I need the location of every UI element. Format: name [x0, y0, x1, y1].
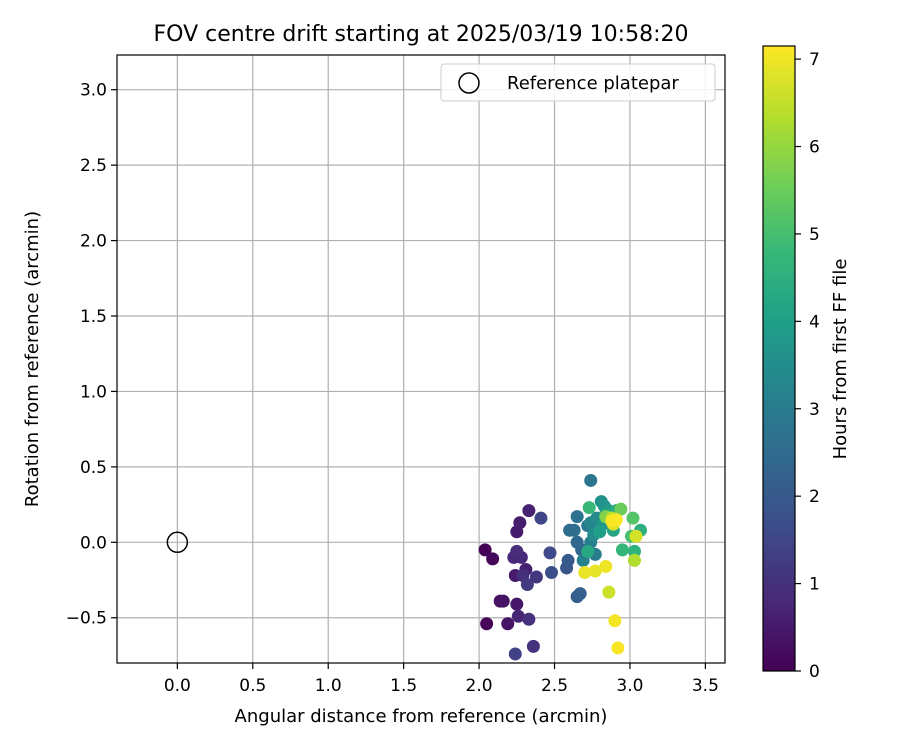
data-point	[496, 594, 510, 608]
data-point	[570, 510, 584, 524]
plot-area	[116, 54, 726, 664]
colorbar-gradient	[762, 45, 796, 672]
data-point	[614, 502, 628, 516]
colorbar-tick-label: 3	[809, 400, 820, 420]
data-point	[543, 546, 557, 560]
x-tick-label: 3.0	[616, 676, 643, 696]
data-point	[570, 535, 584, 549]
x-tick-label: 0.5	[239, 676, 266, 696]
colorbar-tick-label: 0	[809, 662, 820, 682]
x-tick-label: 2.5	[541, 676, 568, 696]
legend-box	[440, 63, 716, 102]
data-point	[480, 617, 494, 631]
data-point	[522, 504, 536, 518]
data-point	[627, 544, 641, 558]
data-point	[545, 565, 559, 579]
y-tick-label: −0.5	[66, 609, 107, 629]
data-point	[522, 612, 536, 626]
data-point	[567, 523, 581, 537]
x-axis-label: Angular distance from reference (arcmin)	[235, 706, 608, 727]
data-point	[626, 511, 640, 525]
y-axis-label: Rotation from reference (arcmin)	[22, 211, 43, 507]
data-point	[510, 597, 524, 611]
data-point	[573, 587, 587, 601]
x-tick-label: 3.5	[692, 676, 719, 696]
data-point	[593, 525, 607, 539]
data-point	[534, 511, 548, 525]
data-point	[529, 570, 543, 584]
data-point	[511, 609, 525, 623]
colorbar-tick-label: 4	[809, 312, 820, 332]
colorbar-tick-label: 5	[809, 225, 820, 245]
legend: Reference platepar	[440, 63, 716, 102]
colorbar-ticks: 0 1 2 3 4 5 6 7	[795, 50, 820, 682]
data-point	[615, 543, 629, 557]
legend-entry-reference: Reference platepar	[507, 73, 679, 94]
y-tick-label: 2.0	[80, 232, 107, 252]
reference-platepar-marker	[166, 531, 189, 554]
y-tick-label: 2.5	[80, 156, 107, 176]
data-point	[510, 544, 524, 558]
data-point	[513, 516, 527, 530]
data-point	[508, 647, 522, 661]
y-tick-label: 0.0	[80, 533, 107, 553]
x-tick-label: 1.5	[390, 676, 417, 696]
colorbar-tick-label: 1	[809, 575, 820, 595]
colorbar-label: Hours from first FF file	[830, 259, 851, 460]
y-tick-label: 3.0	[80, 81, 107, 101]
data-point	[486, 552, 500, 566]
colorbar-tick-label: 7	[809, 50, 820, 70]
y-axis-ticks: −0.5 0.0 0.5 1.0 1.5 2.0 2.5 3.0	[66, 81, 117, 629]
data-point	[520, 578, 534, 592]
data-point	[501, 617, 515, 631]
data-point	[609, 513, 623, 527]
x-tick-label: 0.0	[164, 676, 191, 696]
data-point	[629, 529, 643, 543]
data-point	[611, 641, 625, 655]
data-point	[561, 553, 575, 567]
data-point	[582, 501, 596, 515]
colorbar-tick-label: 6	[809, 138, 820, 158]
chart-title: FOV centre drift starting at 2025/03/19 …	[154, 22, 689, 47]
data-points	[478, 473, 648, 661]
x-tick-label: 1.0	[315, 676, 342, 696]
colorbar: 0 1 2 3 4 5 6 7 Hours from first FF file	[762, 45, 851, 682]
data-point	[581, 544, 595, 558]
data-point	[584, 473, 598, 487]
data-point	[602, 585, 616, 599]
data-point	[478, 543, 492, 557]
y-tick-label: 1.0	[80, 382, 107, 402]
y-tick-label: 1.5	[80, 307, 107, 327]
plot-frame	[116, 54, 726, 664]
data-point	[578, 565, 592, 579]
data-point	[526, 639, 540, 653]
data-point	[599, 559, 613, 573]
x-axis-ticks: 0.0 0.5 1.0 1.5 2.0 2.5 3.0 3.5	[164, 663, 719, 696]
y-gridlines	[117, 89, 725, 619]
legend-open-circle-icon	[458, 72, 480, 94]
colorbar-tick-label: 2	[809, 487, 820, 507]
x-gridlines	[176, 55, 706, 663]
data-point	[608, 614, 622, 628]
data-point	[588, 564, 602, 578]
y-tick-label: 0.5	[80, 458, 107, 478]
x-tick-label: 2.0	[466, 676, 493, 696]
data-point	[627, 553, 641, 567]
